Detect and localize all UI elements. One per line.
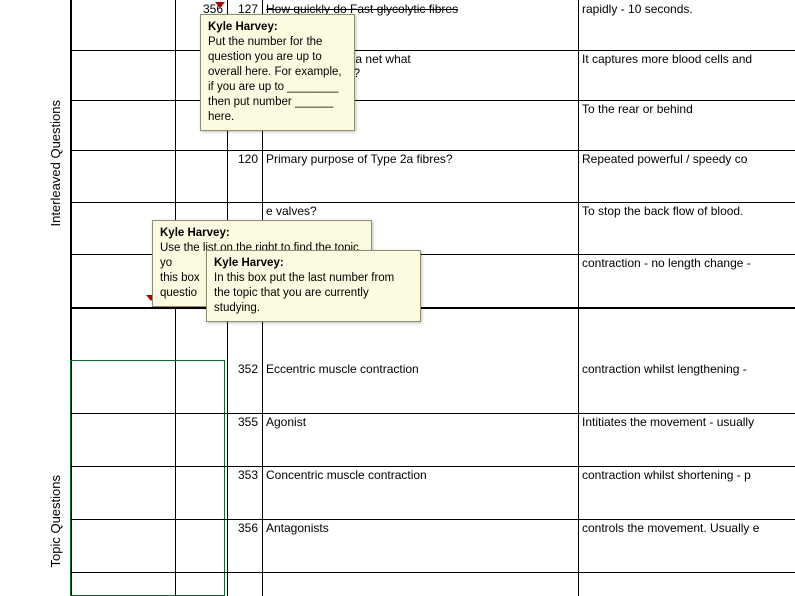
- section-label-interleaved: Interleaved Questions: [48, 100, 63, 226]
- col-answer[interactable]: contraction whilst lengthening -: [578, 360, 795, 413]
- col-answer[interactable]: To stop the back flow of blood.: [578, 202, 795, 254]
- col-overall-num[interactable]: [175, 466, 227, 519]
- comment-text: Put the number for the question you are …: [208, 36, 342, 123]
- col-overall-num[interactable]: [175, 360, 227, 413]
- col-overall-num[interactable]: [175, 150, 227, 202]
- col-answer[interactable]: contraction whilst shortening - p: [578, 466, 795, 519]
- col-answer[interactable]: To the rear or behind: [578, 100, 795, 150]
- comment-indicator-icon: [215, 2, 225, 8]
- col-answer[interactable]: controls the movement. Usually e: [578, 519, 795, 572]
- section-label-topic: Topic Questions: [48, 475, 63, 568]
- comment-author: Kyle Harvey:: [160, 227, 230, 239]
- comment-note[interactable]: Kyle Harvey: In this box put the last num…: [206, 250, 421, 322]
- col-question[interactable]: Agonist: [262, 413, 578, 466]
- col-answer[interactable]: rapidly - 10 seconds.: [578, 0, 795, 50]
- col-answer[interactable]: It captures more blood cells and: [578, 50, 795, 100]
- col-question[interactable]: Eccentric muscle contraction: [262, 360, 578, 413]
- col-topic-num[interactable]: 353: [227, 466, 262, 519]
- col-question[interactable]: Antagonists: [262, 519, 578, 572]
- col-topic-num[interactable]: 352: [227, 360, 262, 413]
- col-overall-num[interactable]: [175, 519, 227, 572]
- col-answer[interactable]: contraction - no length change -: [578, 254, 795, 307]
- grid-row: [70, 572, 795, 573]
- col-topic-num[interactable]: 355: [227, 413, 262, 466]
- col-overall-num[interactable]: [175, 413, 227, 466]
- col-question[interactable]: Concentric muscle contraction: [262, 466, 578, 519]
- col-answer[interactable]: [578, 307, 795, 360]
- comment-author: Kyle Harvey:: [208, 21, 278, 33]
- comment-text: In this box put the last number from the…: [214, 272, 394, 314]
- col-answer[interactable]: Intitiates the movement - usually: [578, 413, 795, 466]
- comment-note[interactable]: Kyle Harvey: Put the number for the quest…: [200, 14, 355, 131]
- col-topic-num[interactable]: 356: [227, 519, 262, 572]
- comment-author: Kyle Harvey:: [214, 257, 284, 269]
- col-topic-num[interactable]: 120: [227, 150, 262, 202]
- col-question[interactable]: Primary purpose of Type 2a fibres?: [262, 150, 578, 202]
- col-answer[interactable]: Repeated powerful / speedy co: [578, 150, 795, 202]
